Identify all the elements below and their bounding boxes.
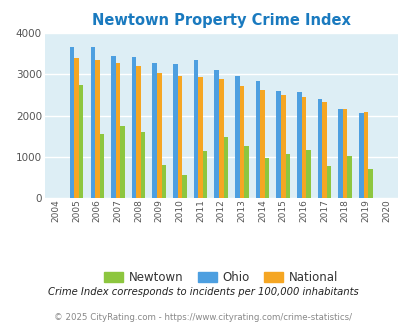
Bar — [70, 48, 74, 198]
Bar — [255, 81, 260, 198]
Bar — [161, 165, 166, 198]
Bar — [90, 48, 95, 198]
Bar — [79, 84, 83, 198]
Bar — [301, 97, 305, 198]
Bar — [239, 86, 243, 198]
Bar — [115, 63, 120, 198]
Bar — [296, 92, 301, 198]
Bar — [243, 146, 248, 198]
Bar — [173, 64, 177, 198]
Bar — [326, 166, 330, 198]
Bar — [337, 109, 342, 198]
Text: Crime Index corresponds to incidents per 100,000 inhabitants: Crime Index corresponds to incidents per… — [47, 287, 358, 297]
Bar — [342, 109, 347, 198]
Bar — [141, 132, 145, 198]
Bar — [177, 76, 182, 198]
Bar — [363, 112, 367, 198]
Bar — [136, 66, 141, 198]
Bar — [285, 154, 289, 198]
Bar — [264, 158, 269, 198]
Bar — [218, 79, 223, 198]
Bar — [214, 70, 218, 198]
Legend: Newtown, Ohio, National: Newtown, Ohio, National — [99, 267, 342, 289]
Bar — [358, 114, 363, 198]
Bar — [260, 90, 264, 198]
Bar — [99, 134, 104, 198]
Bar — [317, 99, 322, 198]
Bar — [305, 150, 310, 198]
Bar — [347, 156, 351, 198]
Bar — [193, 60, 198, 198]
Text: © 2025 CityRating.com - https://www.cityrating.com/crime-statistics/: © 2025 CityRating.com - https://www.city… — [54, 313, 351, 322]
Bar — [74, 58, 79, 198]
Bar — [198, 77, 202, 198]
Bar — [202, 151, 207, 198]
Bar — [322, 102, 326, 198]
Title: Newtown Property Crime Index: Newtown Property Crime Index — [92, 13, 350, 28]
Bar — [223, 137, 228, 198]
Bar — [276, 91, 280, 198]
Bar — [152, 63, 157, 198]
Bar — [367, 169, 372, 198]
Bar — [95, 60, 99, 198]
Bar — [111, 56, 115, 198]
Bar — [234, 76, 239, 198]
Bar — [157, 73, 161, 198]
Bar — [120, 126, 124, 198]
Bar — [182, 175, 186, 198]
Bar — [280, 95, 285, 198]
Bar — [132, 57, 136, 198]
